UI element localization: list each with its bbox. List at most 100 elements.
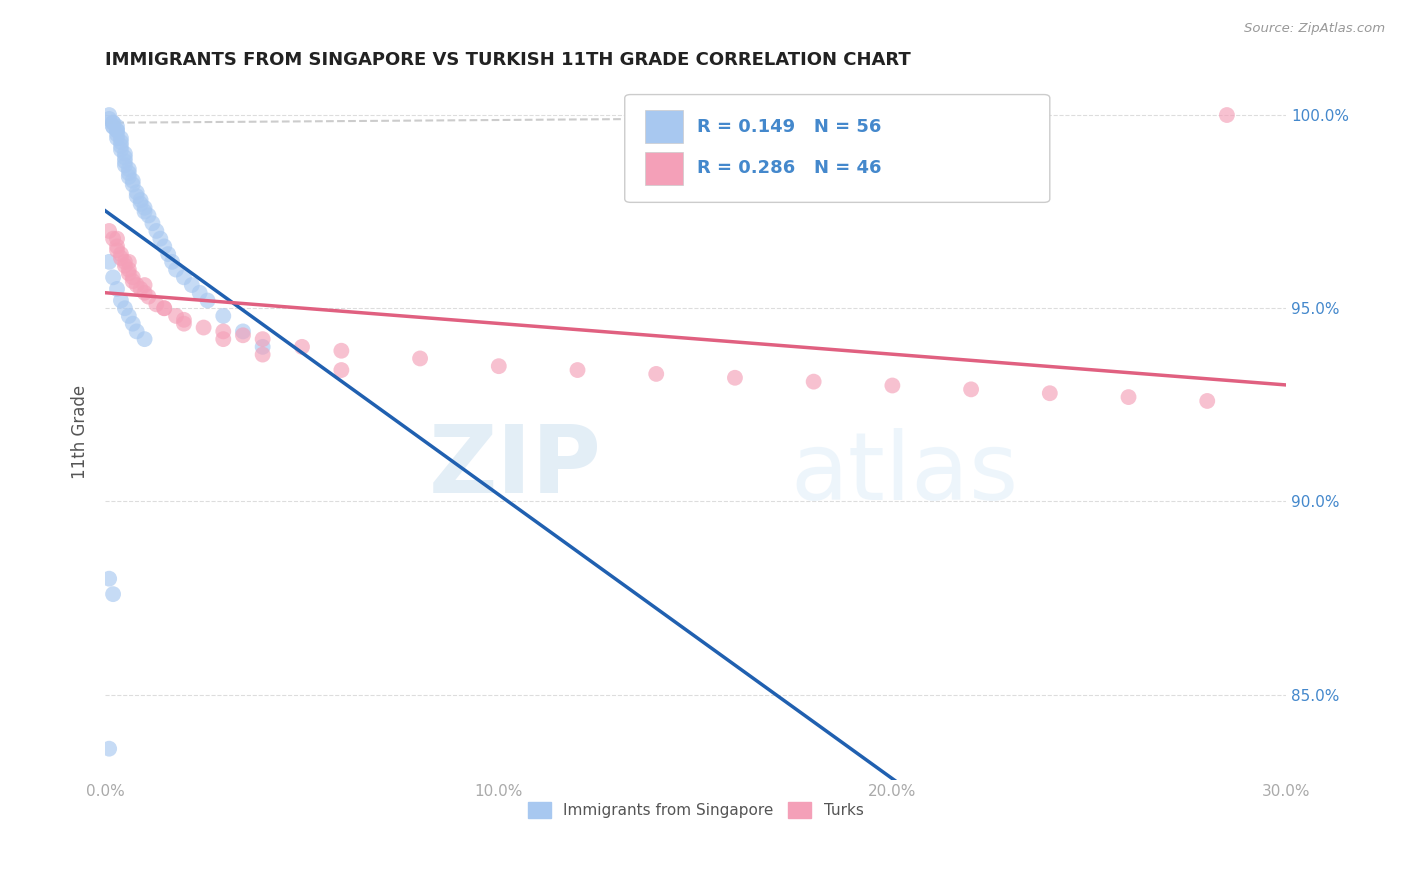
Point bbox=[134, 204, 156, 219]
Point bbox=[105, 282, 128, 296]
Point bbox=[101, 120, 124, 134]
Text: ZIP: ZIP bbox=[429, 421, 602, 513]
Point bbox=[114, 146, 136, 161]
Point bbox=[129, 193, 152, 207]
Point bbox=[114, 255, 136, 269]
Point bbox=[101, 270, 124, 285]
Point bbox=[118, 162, 141, 177]
Point bbox=[252, 340, 274, 354]
Point bbox=[180, 278, 202, 293]
Point bbox=[118, 309, 141, 323]
Point bbox=[160, 255, 183, 269]
Point bbox=[173, 313, 195, 327]
Point bbox=[134, 201, 156, 215]
Point bbox=[118, 267, 141, 281]
Point bbox=[197, 293, 219, 308]
Text: R = 0.149   N = 56: R = 0.149 N = 56 bbox=[697, 118, 882, 136]
Y-axis label: 11th Grade: 11th Grade bbox=[72, 384, 89, 479]
Point bbox=[212, 325, 235, 339]
Point bbox=[724, 371, 747, 385]
Point bbox=[803, 375, 825, 389]
Point bbox=[101, 116, 124, 130]
Point bbox=[1216, 108, 1239, 122]
Point bbox=[1197, 394, 1219, 409]
FancyBboxPatch shape bbox=[624, 95, 1050, 202]
Point bbox=[1118, 390, 1140, 404]
Point bbox=[118, 262, 141, 277]
Point bbox=[165, 309, 187, 323]
Point bbox=[138, 290, 160, 304]
Point bbox=[1039, 386, 1062, 401]
Point bbox=[114, 154, 136, 169]
Point bbox=[129, 282, 152, 296]
Point bbox=[488, 359, 510, 374]
Point bbox=[110, 247, 132, 261]
Point bbox=[645, 367, 668, 381]
Point bbox=[153, 239, 176, 253]
Point bbox=[409, 351, 432, 366]
Bar bbox=[645, 110, 682, 144]
Point bbox=[101, 232, 124, 246]
Point bbox=[153, 301, 176, 316]
Point bbox=[212, 332, 235, 346]
Point bbox=[105, 131, 128, 145]
Point bbox=[118, 169, 141, 184]
Point bbox=[134, 332, 156, 346]
Point bbox=[121, 174, 143, 188]
Text: R = 0.286   N = 46: R = 0.286 N = 46 bbox=[697, 160, 882, 178]
Point bbox=[149, 232, 172, 246]
Point bbox=[98, 108, 121, 122]
Point bbox=[98, 224, 121, 238]
Point bbox=[110, 293, 132, 308]
Point bbox=[114, 151, 136, 165]
Point bbox=[882, 378, 904, 392]
Point bbox=[145, 224, 167, 238]
Point bbox=[252, 332, 274, 346]
Point bbox=[98, 255, 121, 269]
Point bbox=[105, 244, 128, 258]
Point bbox=[114, 158, 136, 172]
Point bbox=[330, 363, 353, 377]
Point bbox=[114, 301, 136, 316]
Point bbox=[138, 209, 160, 223]
Point bbox=[157, 247, 180, 261]
Point bbox=[121, 178, 143, 192]
Point bbox=[105, 123, 128, 137]
Point bbox=[118, 255, 141, 269]
Point bbox=[121, 270, 143, 285]
Point bbox=[153, 301, 176, 316]
Point bbox=[141, 216, 163, 230]
Point bbox=[105, 120, 128, 134]
Point bbox=[145, 297, 167, 311]
Point bbox=[125, 325, 148, 339]
Point bbox=[118, 166, 141, 180]
Point bbox=[134, 278, 156, 293]
Point bbox=[193, 320, 215, 334]
Point bbox=[114, 259, 136, 273]
Point bbox=[98, 572, 121, 586]
Point bbox=[291, 340, 314, 354]
Point bbox=[232, 325, 254, 339]
Point bbox=[567, 363, 589, 377]
Point bbox=[110, 251, 132, 265]
Point bbox=[105, 128, 128, 142]
Point bbox=[165, 262, 187, 277]
Point bbox=[125, 278, 148, 293]
Point bbox=[105, 232, 128, 246]
Point bbox=[110, 143, 132, 157]
Point bbox=[101, 120, 124, 134]
Point bbox=[101, 116, 124, 130]
Point bbox=[252, 348, 274, 362]
Point bbox=[960, 383, 983, 397]
Text: IMMIGRANTS FROM SINGAPORE VS TURKISH 11TH GRADE CORRELATION CHART: IMMIGRANTS FROM SINGAPORE VS TURKISH 11T… bbox=[105, 51, 911, 69]
Point bbox=[125, 189, 148, 203]
Point bbox=[232, 328, 254, 343]
Point bbox=[330, 343, 353, 358]
Text: atlas: atlas bbox=[790, 427, 1018, 520]
Point bbox=[212, 309, 235, 323]
Point bbox=[125, 186, 148, 200]
Point bbox=[98, 741, 121, 756]
Point bbox=[110, 131, 132, 145]
Point bbox=[105, 239, 128, 253]
Point bbox=[121, 317, 143, 331]
